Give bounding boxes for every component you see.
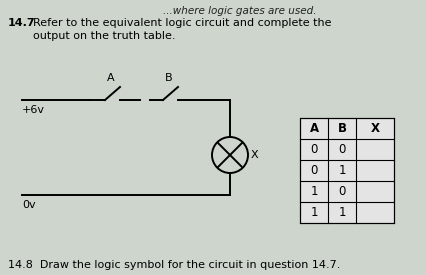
Bar bbox=[300, 118, 394, 223]
Text: 0: 0 bbox=[338, 143, 345, 156]
Text: 1: 1 bbox=[338, 164, 346, 177]
Text: B: B bbox=[337, 122, 346, 135]
Text: A: A bbox=[309, 122, 319, 135]
Text: B: B bbox=[165, 73, 172, 83]
Text: X: X bbox=[251, 150, 259, 160]
Text: 1: 1 bbox=[310, 206, 318, 219]
Text: output on the truth table.: output on the truth table. bbox=[33, 31, 176, 41]
Text: 14.8  Draw the logic symbol for the circuit in question 14.7.: 14.8 Draw the logic symbol for the circu… bbox=[8, 260, 340, 270]
Text: 0: 0 bbox=[338, 185, 345, 198]
Text: Refer to the equivalent logic circuit and complete the: Refer to the equivalent logic circuit an… bbox=[33, 18, 331, 28]
Text: ...where logic gates are used.: ...where logic gates are used. bbox=[163, 6, 317, 16]
Text: X: X bbox=[371, 122, 380, 135]
Text: 0: 0 bbox=[310, 164, 318, 177]
Text: A: A bbox=[106, 73, 114, 83]
Text: 1: 1 bbox=[310, 185, 318, 198]
Text: 0v: 0v bbox=[22, 200, 36, 210]
Text: 1: 1 bbox=[338, 206, 346, 219]
Text: 0: 0 bbox=[310, 143, 318, 156]
Text: 14.7: 14.7 bbox=[8, 18, 36, 28]
Text: +6v: +6v bbox=[22, 105, 45, 115]
